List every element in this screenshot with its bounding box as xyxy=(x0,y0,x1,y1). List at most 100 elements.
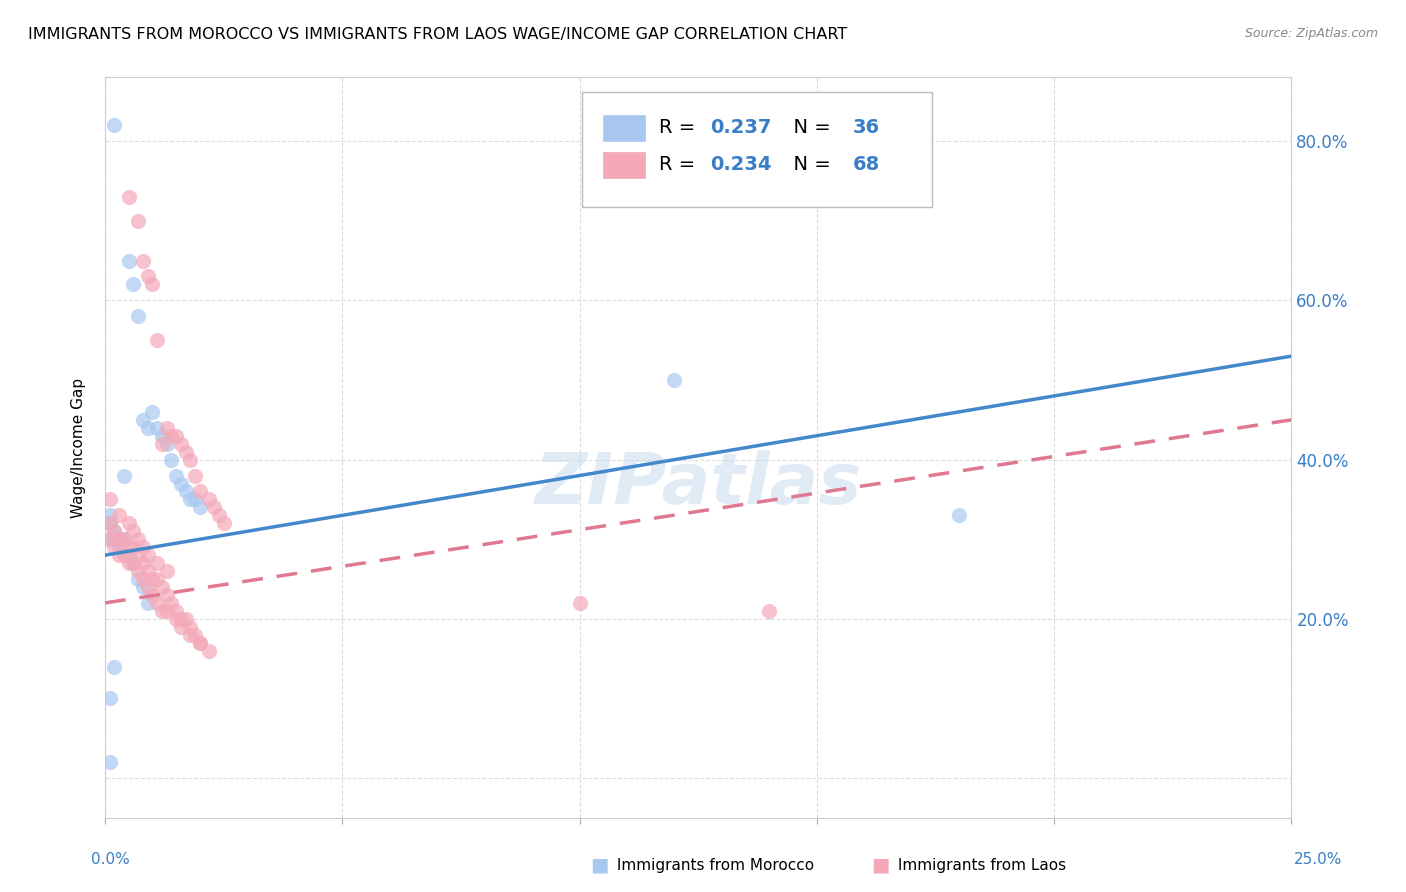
Point xyxy=(179,492,201,507)
Point xyxy=(165,428,187,442)
Point xyxy=(156,588,179,602)
Point xyxy=(127,572,149,586)
Point xyxy=(146,596,169,610)
Point xyxy=(146,556,169,570)
Point xyxy=(146,421,169,435)
Point xyxy=(122,524,145,539)
Point xyxy=(112,468,135,483)
Text: Source: ZipAtlas.com: Source: ZipAtlas.com xyxy=(1244,27,1378,40)
Point xyxy=(170,436,193,450)
Point xyxy=(127,213,149,227)
Point xyxy=(141,277,163,292)
Point xyxy=(136,596,159,610)
Point xyxy=(127,533,149,547)
Point xyxy=(188,500,211,515)
Text: N =: N = xyxy=(782,119,838,137)
Point xyxy=(122,277,145,292)
Point xyxy=(122,540,145,554)
Point xyxy=(156,436,179,450)
Text: N =: N = xyxy=(782,155,838,174)
Point xyxy=(146,572,169,586)
Point xyxy=(160,596,183,610)
Text: 0.234: 0.234 xyxy=(710,155,772,174)
Point xyxy=(98,533,121,547)
Point xyxy=(170,476,193,491)
Point xyxy=(112,548,135,562)
Point xyxy=(664,373,686,387)
Point xyxy=(132,413,155,427)
FancyBboxPatch shape xyxy=(603,152,645,178)
Point xyxy=(98,492,121,507)
Point xyxy=(98,691,121,706)
Text: 68: 68 xyxy=(852,155,880,174)
Point xyxy=(150,580,173,594)
Point xyxy=(170,620,193,634)
Point xyxy=(141,588,163,602)
Point xyxy=(165,468,187,483)
Point xyxy=(184,492,207,507)
Point xyxy=(108,540,131,554)
Point xyxy=(141,405,163,419)
Point xyxy=(170,612,193,626)
Point xyxy=(132,580,155,594)
Point xyxy=(108,533,131,547)
Point xyxy=(198,644,221,658)
Point xyxy=(146,333,169,347)
Point xyxy=(136,580,159,594)
Point xyxy=(112,533,135,547)
Point xyxy=(127,548,149,562)
Point xyxy=(118,540,141,554)
Text: R =: R = xyxy=(659,119,702,137)
Point xyxy=(174,484,197,499)
Point xyxy=(132,556,155,570)
Point xyxy=(136,564,159,578)
Text: ZIPatlas: ZIPatlas xyxy=(534,450,862,519)
Point xyxy=(174,612,197,626)
Point xyxy=(758,604,780,618)
Point xyxy=(136,548,159,562)
Text: Immigrants from Morocco: Immigrants from Morocco xyxy=(612,858,814,872)
Point xyxy=(948,508,970,523)
Text: 36: 36 xyxy=(852,119,880,137)
Point xyxy=(103,659,125,673)
Text: 0.237: 0.237 xyxy=(710,119,772,137)
Text: IMMIGRANTS FROM MOROCCO VS IMMIGRANTS FROM LAOS WAGE/INCOME GAP CORRELATION CHAR: IMMIGRANTS FROM MOROCCO VS IMMIGRANTS FR… xyxy=(28,27,848,42)
Point xyxy=(98,533,121,547)
Point xyxy=(150,428,173,442)
Point xyxy=(184,468,207,483)
Point xyxy=(212,516,235,531)
Point xyxy=(179,452,201,467)
Y-axis label: Wage/Income Gap: Wage/Income Gap xyxy=(72,377,86,517)
Point xyxy=(98,508,121,523)
Point xyxy=(150,604,173,618)
FancyBboxPatch shape xyxy=(582,92,932,207)
Point xyxy=(118,556,141,570)
Point xyxy=(112,533,135,547)
Point xyxy=(160,428,183,442)
Point xyxy=(179,628,201,642)
Point xyxy=(118,190,141,204)
Point xyxy=(98,516,121,531)
Point xyxy=(132,540,155,554)
Point xyxy=(136,269,159,284)
Text: 0.0%: 0.0% xyxy=(91,852,131,867)
Text: Immigrants from Laos: Immigrants from Laos xyxy=(893,858,1066,872)
Point xyxy=(184,628,207,642)
Point xyxy=(160,452,183,467)
Point xyxy=(103,524,125,539)
Point xyxy=(118,548,141,562)
Point xyxy=(103,533,125,547)
Text: R =: R = xyxy=(659,155,702,174)
FancyBboxPatch shape xyxy=(603,115,645,141)
Point xyxy=(141,572,163,586)
Point xyxy=(188,484,211,499)
Point xyxy=(118,516,141,531)
Point xyxy=(174,444,197,458)
Point xyxy=(103,540,125,554)
Point xyxy=(156,564,179,578)
Point xyxy=(136,421,159,435)
Point xyxy=(156,421,179,435)
Point xyxy=(198,492,221,507)
Point xyxy=(568,596,591,610)
Point xyxy=(188,636,211,650)
